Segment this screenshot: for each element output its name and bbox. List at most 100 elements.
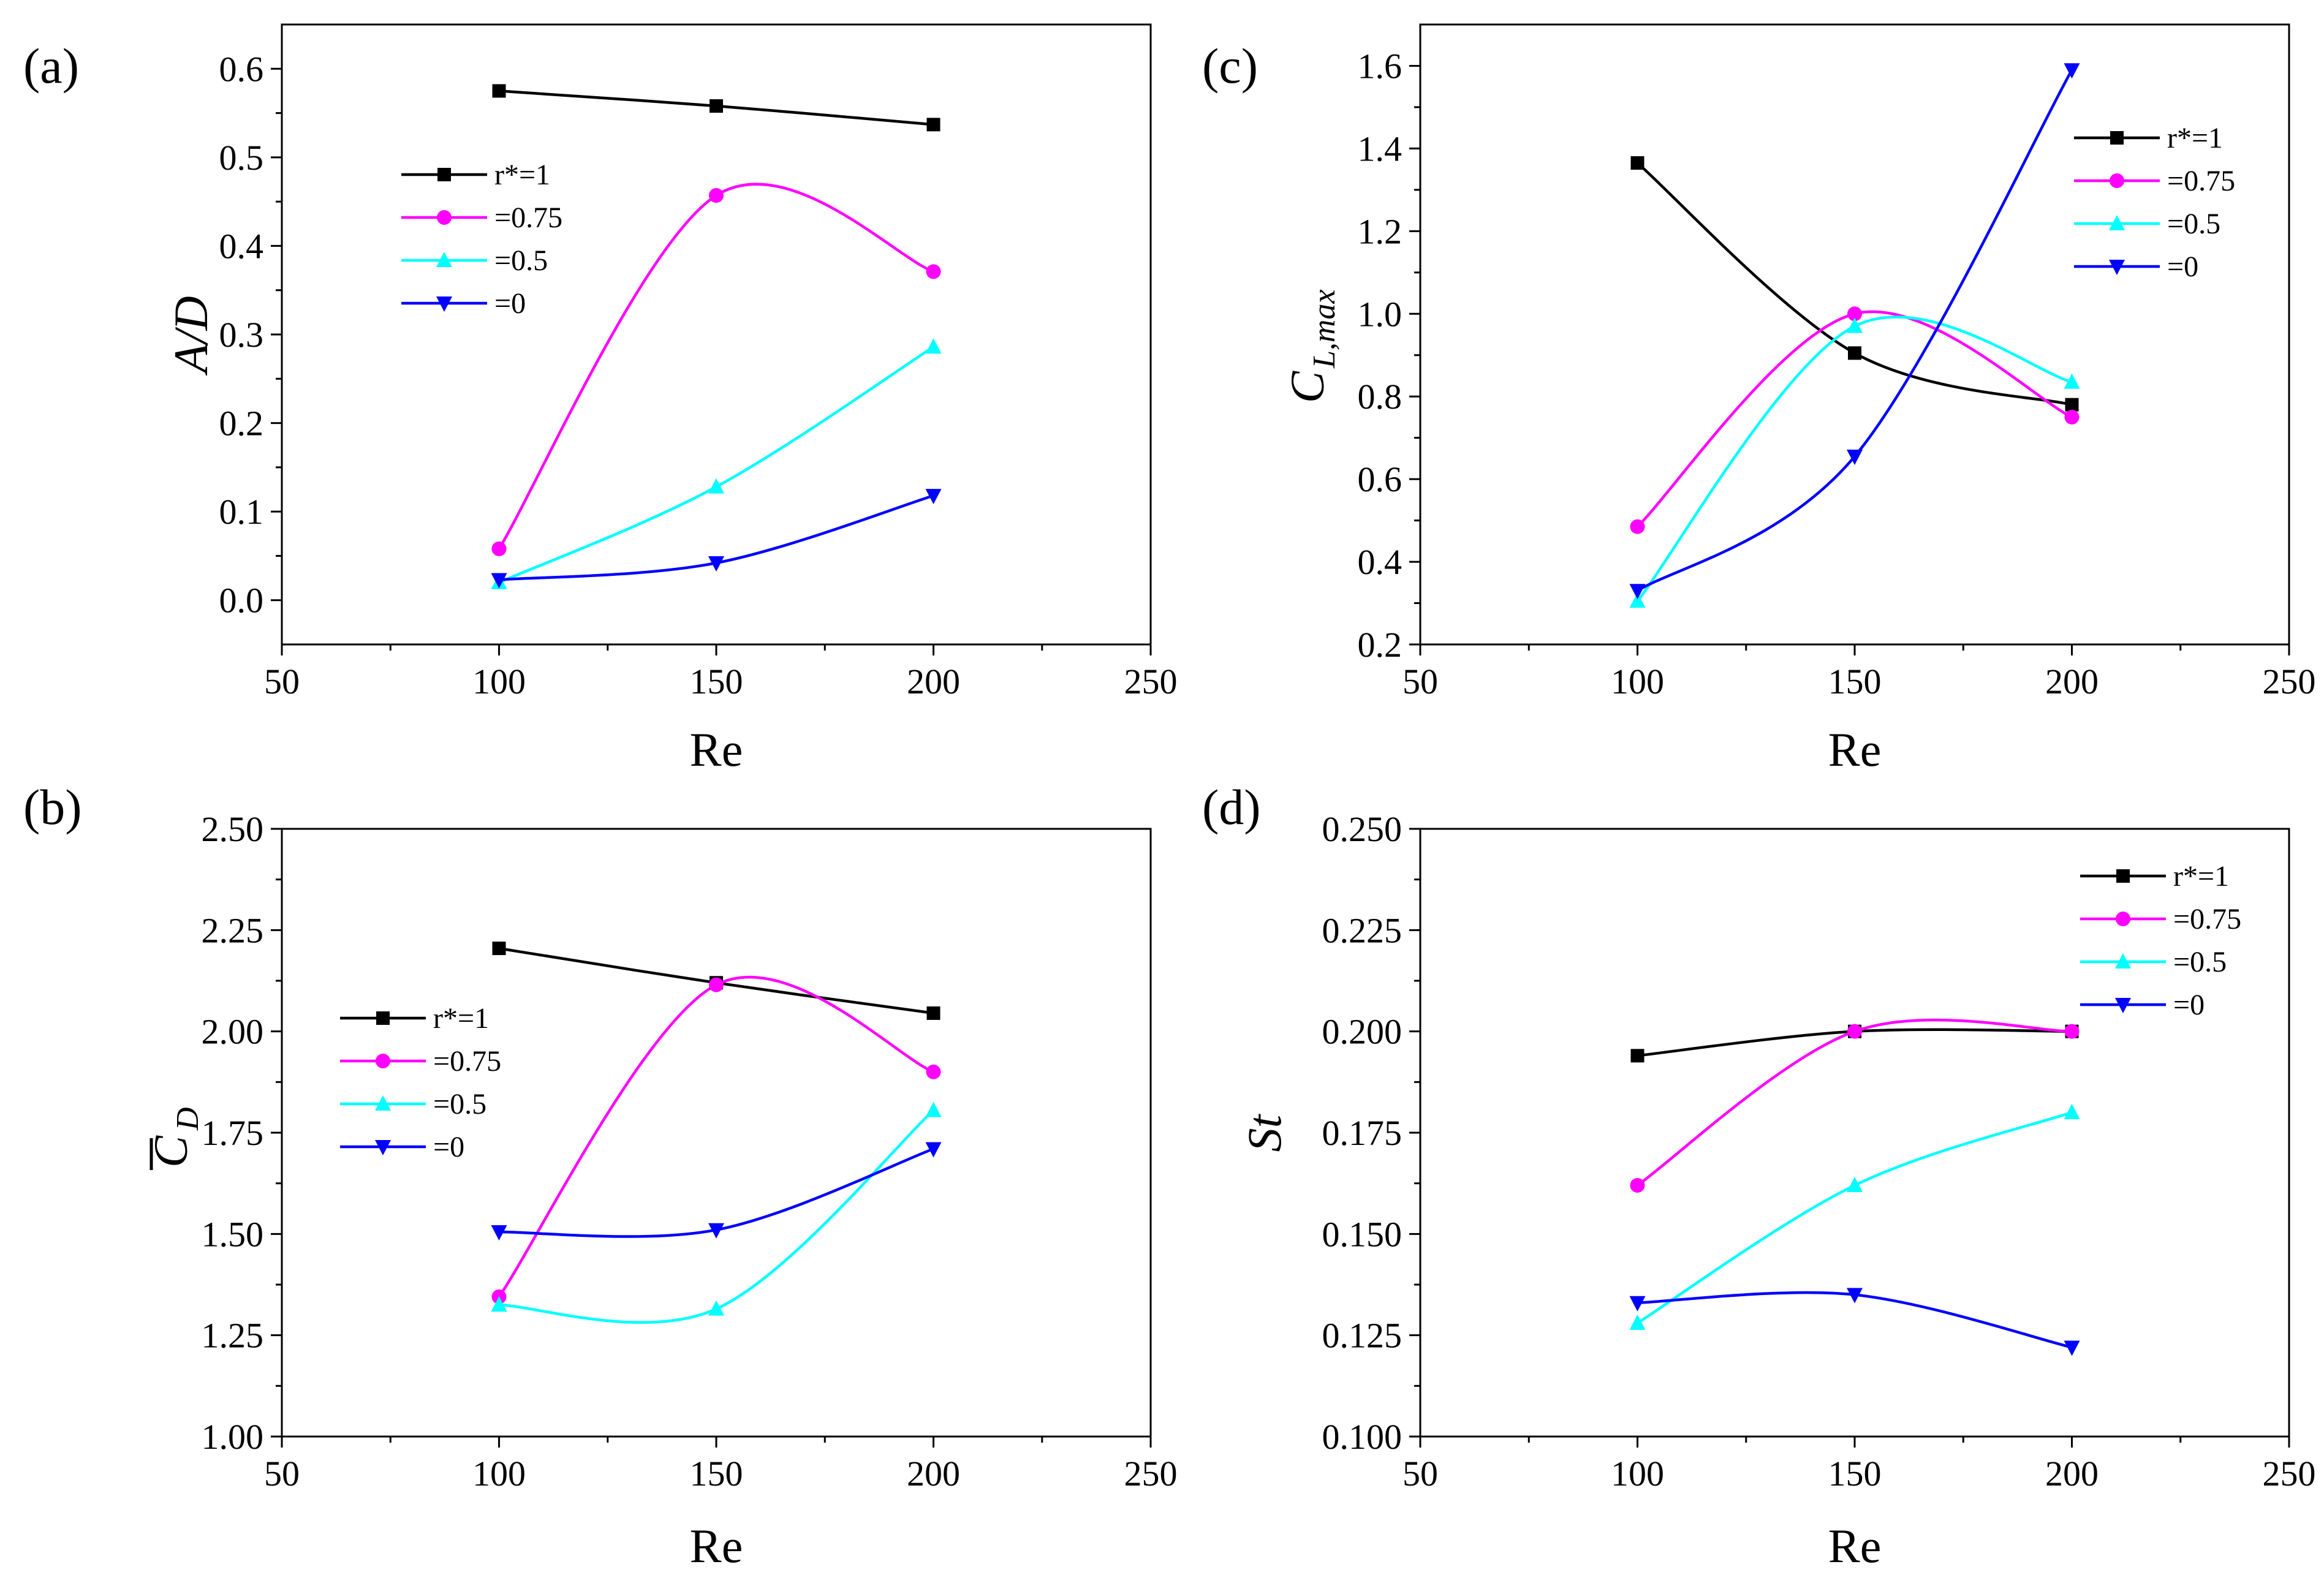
data-point-d-1 [2064,1024,2080,1039]
legend-label: =0.75 [494,202,562,234]
legend-label: =0.5 [433,1088,486,1120]
data-point-a-3 [708,556,724,572]
data-point-c-2 [2064,373,2080,389]
y-axis-title-c-main: C [1281,371,1334,403]
x-tick-label-a: 50 [264,662,300,701]
data-point-c-0 [1848,346,1861,360]
panel-label-b: (b) [23,779,82,835]
series-line-c-1 [1636,310,2073,528]
y-tick-label-a: 0.6 [219,49,264,89]
data-point-a-2 [925,338,942,354]
data-point-a-1 [926,264,941,279]
x-tick-label-b: 100 [472,1454,526,1493]
y-tick-label-a: 0.4 [219,226,264,266]
data-point-c-1 [1847,306,1862,322]
data-point-a-1 [491,541,507,556]
data-point-c-3 [1847,450,1863,466]
data-point-d-3 [1629,1296,1646,1312]
y-tick-label-b: 1.75 [202,1113,264,1153]
legend-swatch-marker [2109,215,2125,230]
x-tick-label-d: 250 [2263,1454,2316,1493]
y-tick-label-d: 0.250 [1322,809,1402,849]
legend-swatch-marker [2115,953,2131,969]
series-line-b-2 [499,1109,935,1324]
legend-swatch-marker [376,1054,390,1068]
y-tick-label-c: 0.4 [1358,542,1402,582]
data-point-c-0 [2065,398,2079,412]
x-tick-label-b: 200 [907,1454,960,1493]
data-point-b-2 [708,1300,724,1316]
y-tick-label-b: 2.50 [202,809,264,849]
x-tick-label-a: 150 [690,662,743,701]
y-tick-label-d: 0.200 [1322,1012,1402,1052]
panel-a: (a) Re A/D 50 100 150 200 250 0.0 0.1 0.2 0.3 0.… [23,23,1178,776]
legend-swatch-marker [437,168,451,181]
y-tick-label-b: 1.25 [202,1316,264,1356]
legend-swatch-marker [436,296,452,312]
y-tick-label-d: 0.225 [1322,910,1402,950]
data-point-b-0 [492,942,506,956]
legend-label: =0.75 [433,1045,501,1078]
y-tick-label-c: 1.6 [1358,46,1402,86]
data-point-d-3 [1847,1288,1863,1304]
y-axis-title-d: St [1238,1113,1291,1152]
data-point-b-1 [926,1064,941,1079]
legend-a: r*=1 =0.75 =0.5 =0 [401,159,562,320]
y-tick-label-b: 1.50 [202,1214,264,1254]
legend-label: =0 [2167,251,2198,283]
y-tick-label-a: 0.3 [219,315,264,355]
legend-label: =0.5 [494,244,548,277]
data-point-a-0 [492,84,506,98]
x-tick-label-d: 200 [2045,1454,2099,1493]
legend-swatch-marker [375,1140,391,1155]
data-point-d-2 [2064,1103,2080,1119]
x-tick-label-b: 150 [690,1454,743,1493]
panel-c: (c) Re C L,max 50 100 150 200 250 0.2 0.4 0.6 0… [1202,23,2316,776]
y-tick-label-b: 2.25 [202,910,264,950]
legend-label: =0 [433,1131,464,1163]
data-point-a-1 [709,188,724,203]
data-point-b-0 [926,1006,941,1020]
data-point-a-2 [708,478,724,494]
data-point-c-3 [2064,63,2080,79]
data-point-a-3 [925,489,942,505]
x-tick-label-c: 200 [2045,662,2099,701]
y-tick-label-b: 1.00 [202,1417,264,1457]
data-point-c-1 [2064,409,2080,425]
y-axis-title-b-main: C [144,1135,197,1168]
legend-swatch-marker [436,252,452,267]
legend-label: =0 [494,287,526,320]
legend-swatch-marker [2115,998,2131,1013]
legend-swatch-marker [437,210,452,225]
legend-label: =0.5 [2167,208,2220,240]
panel-d: (d) Re St 50 100 150 200 250 0.100 0.125 0.150… [1202,779,2316,1573]
plot-frame-a [281,23,1152,646]
y-tick-label-a: 0.1 [219,492,264,532]
y-tick-label-c: 0.8 [1358,377,1402,417]
y-tick-label-a: 0.5 [219,138,264,178]
y-tick-label-c: 1.2 [1358,211,1402,251]
data-point-a-0 [926,118,941,132]
plot-frame-b [281,828,1152,1438]
x-axis-title-d: Re [1828,1519,1882,1573]
panel-label-c: (c) [1202,38,1258,94]
legend-label: r*=1 [2167,122,2223,154]
x-axis-title-c: Re [1828,723,1882,776]
data-point-a-0 [710,99,723,113]
legend-label: r*=1 [494,159,550,191]
data-point-c-0 [1630,156,1645,170]
legend-label: =0.75 [2167,165,2235,197]
y-tick-label-c: 1.4 [1358,129,1402,168]
x-tick-label-c: 250 [2263,662,2316,701]
y-tick-label-c: 1.0 [1358,294,1402,334]
y-axis-title-b-sub: D [170,1107,205,1131]
y-tick-label-c: 0.6 [1358,459,1402,499]
legend-swatch-marker [2116,912,2130,926]
panel-b: (b) Re C D 50 100 150 200 250 1.00 1.25 1.50 1.… [23,779,1178,1573]
x-tick-label-a: 250 [1124,662,1178,701]
series-line-a-1 [498,183,934,550]
y-tick-label-d: 0.125 [1322,1316,1402,1356]
legend-swatch-marker [2110,131,2124,145]
data-point-b-1 [709,977,724,992]
